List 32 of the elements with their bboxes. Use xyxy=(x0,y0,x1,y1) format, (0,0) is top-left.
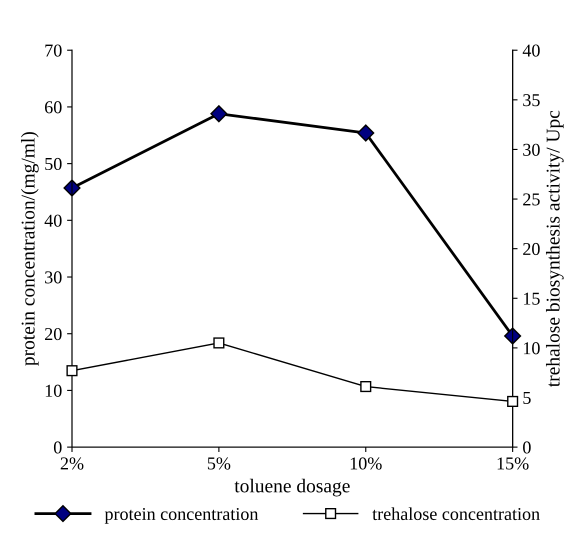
y-tick-label: 40 xyxy=(44,214,62,227)
y-tick-label: 60 xyxy=(45,101,62,114)
y2-tick-label: 5 xyxy=(523,392,531,404)
x-tick-label: 10% xyxy=(350,457,382,470)
y2-tick-label: 20 xyxy=(523,242,540,256)
legend-label: trehalose concentration xyxy=(372,507,540,520)
point xyxy=(507,396,518,408)
y2-tick-label: 15 xyxy=(524,292,540,305)
y2-tick-label: 40 xyxy=(522,44,540,57)
point xyxy=(66,365,78,376)
y2-tick-label: 35 xyxy=(523,94,540,106)
y2-tick-label: 25 xyxy=(523,193,540,206)
point xyxy=(357,124,374,142)
x-tick-label: 15% xyxy=(498,457,529,470)
y-tick-label: 70 xyxy=(45,44,62,57)
point xyxy=(210,105,228,122)
y2-tick-label: 10 xyxy=(524,342,540,354)
y2-tick-label: 30 xyxy=(523,144,540,156)
y-tick-label: 10 xyxy=(46,384,62,397)
y-tick-label: 30 xyxy=(45,271,62,284)
x-tick-label: 2% xyxy=(60,457,84,470)
x-tick-label: 5% xyxy=(208,457,230,470)
y-tick-label: 20 xyxy=(45,328,62,340)
point xyxy=(213,337,224,348)
x-axis-title: toluene dosage xyxy=(234,478,350,496)
y-axis-title: protein concentration/(mg/ml) xyxy=(20,132,39,366)
y-tick-label: 0 xyxy=(54,441,62,454)
legend-label: protein concentration xyxy=(104,508,258,524)
y-tick-label: 50 xyxy=(45,158,62,170)
y2-tick-label: 0 xyxy=(523,441,531,454)
point xyxy=(360,381,372,392)
y2-axis-title: trehalose biosynthesis activity/ Upc xyxy=(546,110,564,387)
